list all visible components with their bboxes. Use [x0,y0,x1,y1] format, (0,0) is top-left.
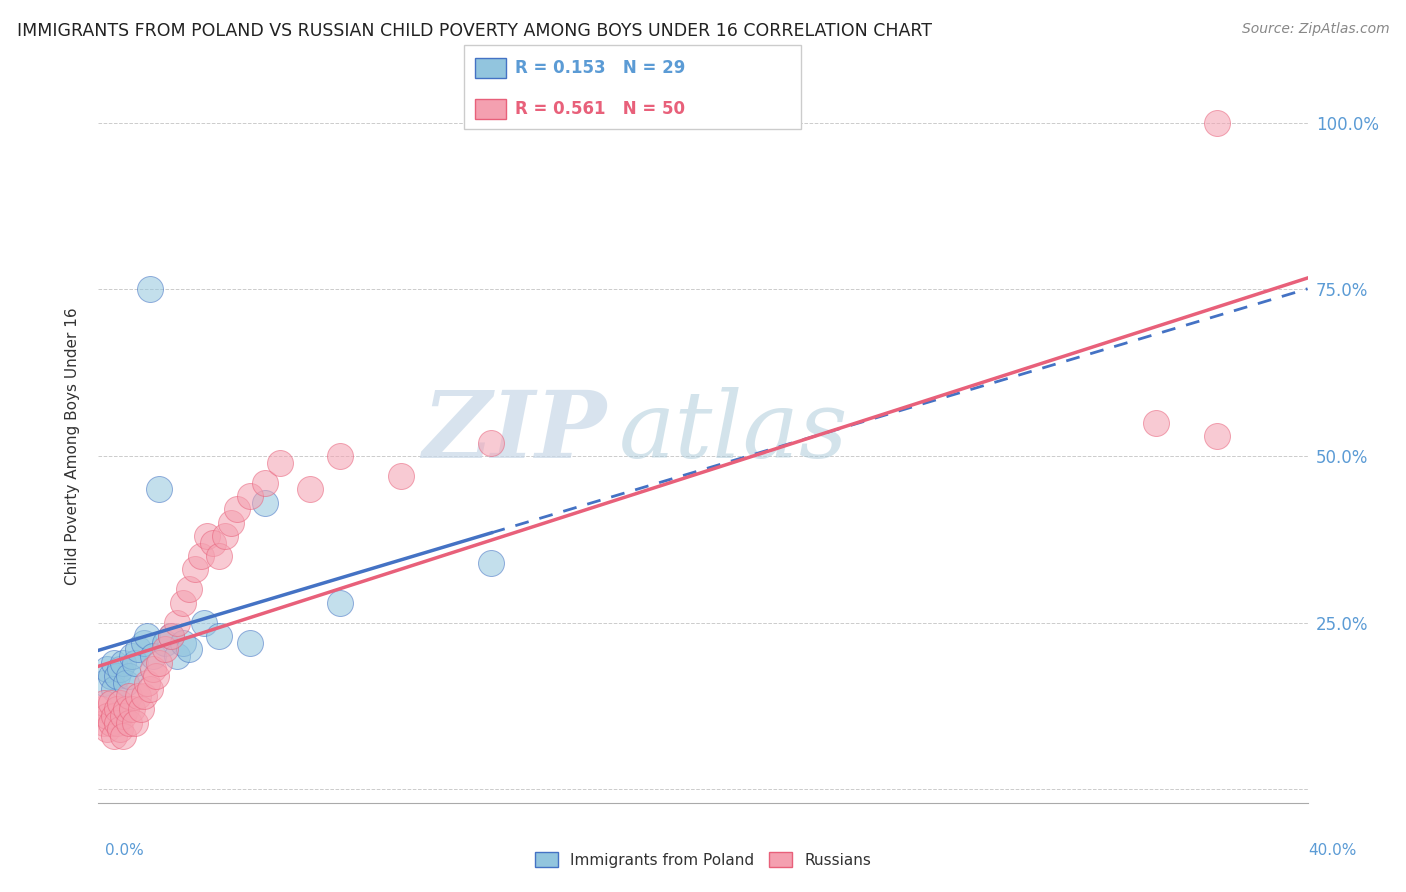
Point [96,709,118,723]
Point [239,489,262,503]
Point [100,669,122,683]
Point [93,675,115,690]
Point [111,729,134,743]
Text: atlas: atlas [619,387,848,476]
Point [100,696,122,710]
Point [103,656,125,670]
Point [153,636,176,650]
Point [121,702,143,716]
Point [114,675,136,690]
Point [127,689,149,703]
Point [105,702,128,716]
Point [118,715,141,730]
Point [389,469,412,483]
Point [226,502,249,516]
Point [108,696,131,710]
Point [118,689,141,703]
Point [202,535,225,549]
Point [148,483,170,497]
Point [124,656,146,670]
Text: R = 0.153   N = 29: R = 0.153 N = 29 [515,59,685,77]
Point [172,636,194,650]
Point [481,435,503,450]
Point [166,615,188,630]
Point [193,615,215,630]
Point [148,656,170,670]
Point [121,649,143,664]
Point [111,656,134,670]
Text: Source: ZipAtlas.com: Source: ZipAtlas.com [1241,22,1389,37]
Text: ZIP: ZIP [422,387,606,476]
Text: R = 0.561   N = 50: R = 0.561 N = 50 [515,100,685,118]
Point [481,556,503,570]
Point [214,529,236,543]
Legend: Immigrants from Poland, Russians: Immigrants from Poland, Russians [529,846,877,873]
Point [108,662,131,676]
Text: 0.0%: 0.0% [105,843,145,858]
Point [208,629,231,643]
Point [329,596,352,610]
Text: 40.0%: 40.0% [1309,843,1357,858]
Point [160,629,183,643]
Point [299,483,322,497]
Point [100,715,122,730]
Point [172,596,194,610]
Text: IMMIGRANTS FROM POLAND VS RUSSIAN CHILD POVERTY AMONG BOYS UNDER 16 CORRELATION : IMMIGRANTS FROM POLAND VS RUSSIAN CHILD … [17,22,932,40]
Point [105,669,128,683]
Point [269,456,291,470]
Point [132,636,155,650]
Point [111,709,134,723]
Point [195,529,218,543]
Point [179,642,201,657]
Point [166,649,188,664]
Point [1206,115,1229,129]
Point [239,636,262,650]
Point [208,549,231,563]
Point [139,682,162,697]
Point [103,682,125,697]
Point [253,475,276,490]
Point [179,582,201,597]
Point [142,649,165,664]
Point [1144,416,1167,430]
Point [1206,429,1229,443]
Point [253,496,276,510]
Point [93,696,115,710]
Point [135,675,157,690]
Point [103,709,125,723]
Point [96,662,118,676]
Point [127,642,149,657]
Point [118,669,141,683]
Point [221,516,243,530]
Point [93,715,115,730]
Point [124,715,146,730]
Point [190,549,212,563]
Point [90,702,112,716]
Point [145,669,167,683]
Point [139,282,162,296]
Point [132,689,155,703]
Point [135,629,157,643]
Point [184,562,207,576]
Point [129,702,152,716]
Y-axis label: Child Poverty Among Boys Under 16: Child Poverty Among Boys Under 16 [65,307,80,585]
Point [103,729,125,743]
Point [108,723,131,737]
Point [160,629,183,643]
Point [153,642,176,657]
Point [105,715,128,730]
Point [96,723,118,737]
Point [329,449,352,463]
Point [142,662,165,676]
Point [114,702,136,716]
